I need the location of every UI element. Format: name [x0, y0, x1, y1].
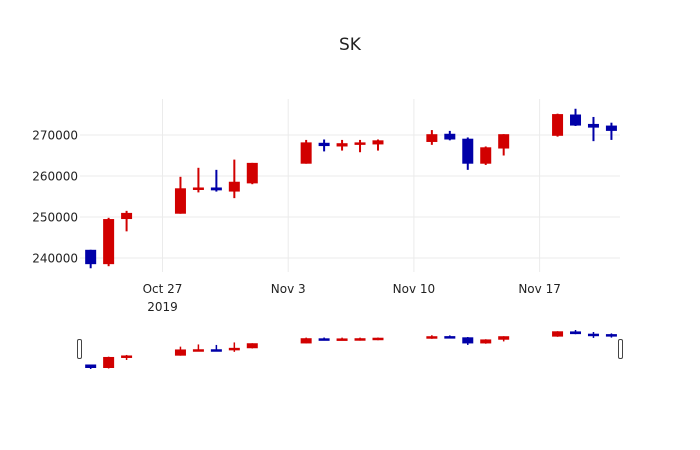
- range-slider[interactable]: [77, 330, 623, 369]
- y-tick-label: 240000: [32, 252, 78, 266]
- slider-candle: [444, 335, 456, 339]
- y-tick-label: 250000: [32, 211, 78, 225]
- candle: [103, 217, 115, 267]
- candle: [85, 249, 97, 269]
- slider-candle: [426, 335, 438, 339]
- slider-candle: [552, 331, 564, 337]
- slider-candle: [192, 344, 204, 352]
- slider-candle: [354, 337, 366, 341]
- candle: [300, 139, 312, 164]
- candle: [121, 210, 133, 232]
- slider-candle: [228, 342, 240, 352]
- candle: [498, 134, 510, 156]
- candle: [336, 139, 348, 151]
- candle: [210, 169, 222, 192]
- slider-candle: [462, 337, 474, 345]
- slider-candle: [174, 346, 186, 356]
- x-tick-label: Nov 3: [271, 282, 306, 296]
- chart-title: SK: [339, 35, 362, 55]
- x-tick-label: Nov 10: [393, 282, 436, 296]
- y-tick-label: 260000: [32, 170, 78, 184]
- candle: [462, 137, 474, 170]
- range-slider-right-handle[interactable]: [618, 339, 623, 359]
- candle: [174, 176, 186, 214]
- candle: [605, 122, 617, 140]
- candle: [480, 146, 492, 165]
- x-axis: Oct 27 2019 Nov 3 Nov 10 Nov 17: [143, 282, 561, 314]
- slider-candle: [498, 336, 510, 342]
- slider-candle: [605, 333, 617, 338]
- candle: [372, 139, 384, 151]
- slider-candle: [210, 344, 222, 352]
- x-tick-label: Oct 27: [143, 282, 183, 296]
- candle: [552, 113, 564, 137]
- candle: [587, 116, 599, 142]
- candle: [426, 130, 438, 145]
- gridlines: [80, 99, 620, 272]
- slider-candle: [570, 330, 582, 335]
- candle: [246, 162, 258, 185]
- x-tick-label: Nov 17: [518, 282, 561, 296]
- slider-candle: [246, 343, 258, 349]
- candles: [85, 108, 617, 269]
- slider-candle: [372, 337, 384, 341]
- slider-candle: [480, 339, 492, 344]
- candle: [354, 139, 366, 153]
- slider-candle: [85, 364, 97, 369]
- candle: [192, 167, 204, 193]
- slider-candle: [336, 337, 348, 341]
- slider-candle: [318, 337, 330, 341]
- range-slider-left-handle[interactable]: [77, 339, 82, 359]
- y-axis: 240000 250000 260000 270000: [32, 129, 78, 266]
- candle: [228, 159, 240, 199]
- x-tick-label: 2019: [147, 300, 178, 314]
- y-tick-label: 270000: [32, 129, 78, 143]
- candle: [444, 130, 456, 141]
- candle: [570, 108, 582, 126]
- candle: [318, 139, 330, 152]
- slider-candle: [300, 337, 312, 344]
- slider-candle: [121, 354, 133, 360]
- slider-candle: [103, 356, 115, 369]
- slider-candle: [587, 332, 599, 338]
